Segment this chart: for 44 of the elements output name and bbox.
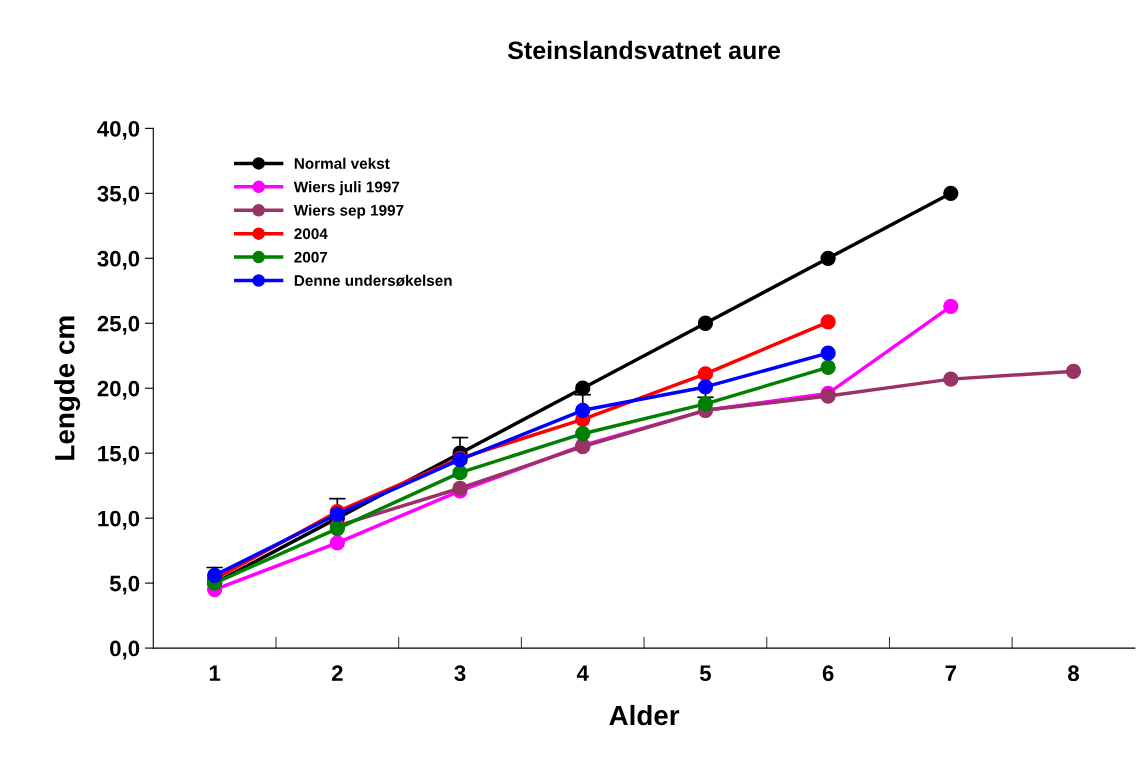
y-tick-label: 5,0 bbox=[109, 575, 140, 595]
point bbox=[452, 465, 468, 481]
point bbox=[820, 250, 836, 266]
y-tick-label: 40,0 bbox=[97, 120, 140, 140]
point bbox=[697, 379, 714, 395]
y-tick-label: 10,0 bbox=[98, 510, 140, 530]
y-tick-label: 35,0 bbox=[97, 185, 140, 205]
point bbox=[207, 567, 223, 583]
point bbox=[820, 359, 836, 376]
legend-label: 2004 bbox=[294, 228, 328, 240]
x-tick-label: 5 bbox=[699, 665, 711, 682]
x-tick-label: 4 bbox=[576, 665, 589, 681]
x-tick-label: 6 bbox=[822, 665, 834, 682]
point bbox=[575, 402, 591, 418]
x-tick-label: 7 bbox=[945, 665, 957, 681]
y-tick-label: 0,0 bbox=[110, 640, 140, 660]
x-tick-label: 3 bbox=[454, 665, 466, 682]
point bbox=[575, 426, 591, 442]
y-tick-label: 20,0 bbox=[97, 380, 140, 400]
legend-label: Denne undersøkelsen bbox=[294, 274, 452, 287]
point bbox=[575, 380, 591, 396]
point bbox=[697, 396, 714, 412]
x-tick-label: 8 bbox=[1068, 665, 1079, 682]
legend-label: Wiers sep 1997 bbox=[293, 204, 404, 219]
point bbox=[943, 298, 959, 315]
point bbox=[1065, 363, 1082, 379]
chart-title: Steinslandsvatnet aure bbox=[507, 40, 781, 60]
point bbox=[820, 314, 836, 330]
point bbox=[943, 185, 959, 201]
point bbox=[697, 315, 714, 331]
point bbox=[697, 366, 714, 382]
legend-label: Wiers juli 1997 bbox=[293, 181, 400, 196]
y-tick-label: 25,0 bbox=[97, 315, 140, 335]
y-axis-title: Lengde cm bbox=[54, 316, 81, 460]
x-tick-label: 2 bbox=[331, 665, 343, 681]
legend-label: 2007 bbox=[294, 251, 328, 263]
x-axis-title: Alder bbox=[609, 704, 680, 726]
point bbox=[820, 345, 836, 361]
point bbox=[329, 535, 345, 551]
x-tick-label: 1 bbox=[209, 665, 221, 681]
point bbox=[943, 371, 959, 387]
legend-label: Normal vekst bbox=[294, 157, 390, 169]
y-tick-label: 30,0 bbox=[97, 250, 140, 270]
y-tick-label: 15,0 bbox=[98, 445, 140, 465]
